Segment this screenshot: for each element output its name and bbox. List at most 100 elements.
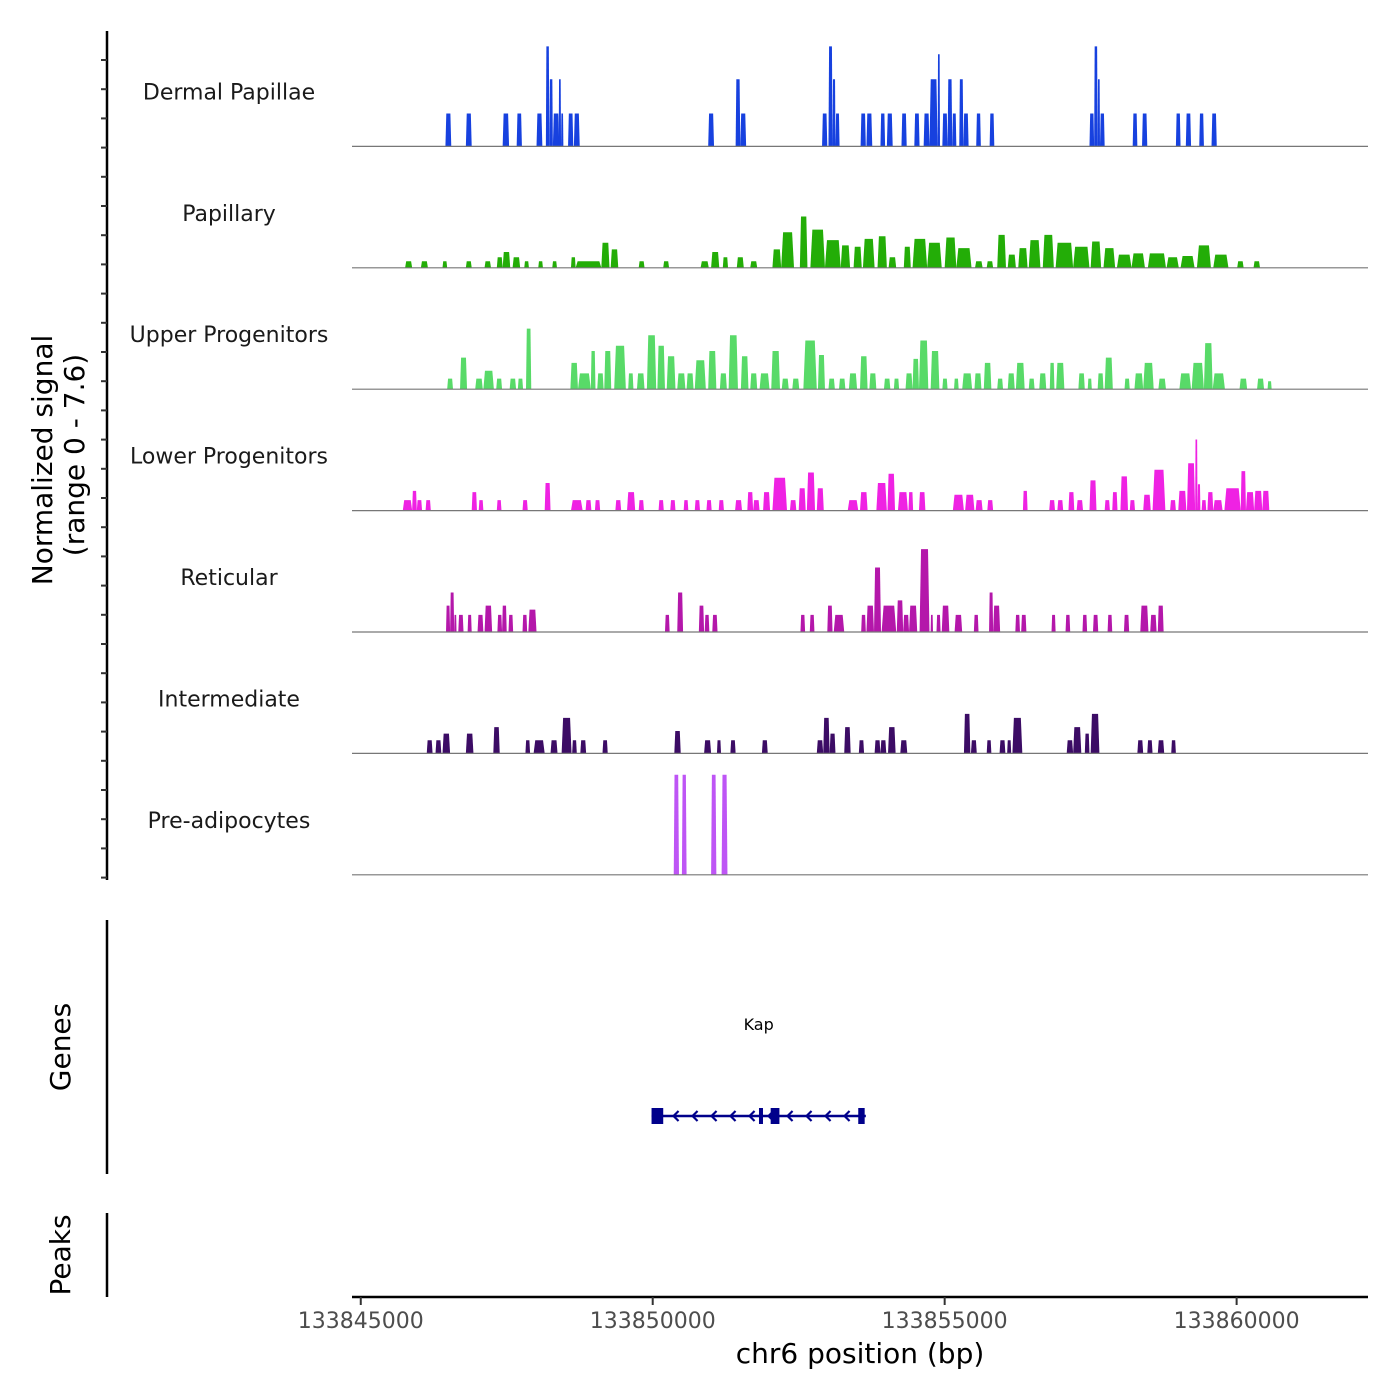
signal-peak	[493, 727, 500, 754]
signal-peak	[956, 248, 972, 268]
track-label: Reticular	[180, 566, 278, 591]
signal-peak	[886, 113, 893, 147]
signal-peak	[832, 79, 836, 147]
gene-track: Kap	[651, 1015, 866, 1124]
signal-peak	[509, 378, 517, 390]
signal-peak	[1089, 480, 1097, 511]
signal-peak	[860, 492, 868, 511]
signal-peak	[772, 477, 788, 511]
signal-peak	[445, 113, 452, 147]
signal-peak	[798, 488, 806, 511]
signal-peak	[965, 494, 975, 511]
signal-peak	[1143, 362, 1154, 390]
signal-peak	[1129, 500, 1136, 511]
signal-peak	[848, 373, 858, 390]
signal-peak	[536, 113, 543, 147]
signal-peak	[1152, 469, 1166, 511]
signal-peak	[538, 261, 543, 268]
signal-peak	[670, 500, 676, 511]
signal-peak	[1140, 605, 1149, 632]
signal-peak	[1068, 492, 1075, 511]
signal-peak	[959, 79, 964, 147]
signal-peak	[1197, 484, 1201, 511]
signal-peak	[970, 740, 977, 754]
signal-peak	[706, 500, 712, 511]
signal-peak	[866, 113, 873, 147]
signal-peak	[1137, 740, 1144, 754]
signal-peak	[828, 46, 833, 147]
signal-peak	[829, 733, 836, 754]
signal-peak	[1065, 614, 1071, 632]
signal-peak	[1257, 378, 1265, 390]
x-tick-label: 133860000	[1174, 1309, 1300, 1334]
x-axis-title: chr6 position (bp)	[736, 1337, 985, 1370]
signal-peak	[803, 340, 817, 390]
signal-peak	[722, 257, 729, 268]
signal-peak	[700, 261, 709, 268]
signal-peak	[721, 774, 728, 875]
gene-exon	[758, 1108, 763, 1124]
signal-peak	[533, 740, 545, 754]
y-axis-title-line1: Normalized signal	[26, 335, 59, 586]
signal-peak	[552, 261, 557, 268]
signal-peak	[604, 351, 612, 390]
signal-peak	[711, 252, 720, 268]
signal-peak	[763, 492, 771, 511]
signal-peak	[905, 373, 913, 390]
signal-peak	[828, 378, 835, 390]
signal-peak	[781, 232, 795, 268]
signal-peak	[954, 378, 959, 390]
signal-peak	[840, 245, 851, 268]
strand-arrow	[842, 1110, 851, 1122]
signal-peak	[465, 733, 474, 754]
signal-peak	[1150, 614, 1157, 632]
signal-peak	[973, 614, 979, 632]
signal-peak	[997, 378, 1004, 390]
signal-peak	[1049, 500, 1056, 511]
signal-peak	[918, 492, 926, 511]
signal-peak	[666, 356, 676, 390]
signal-peak	[1056, 362, 1065, 390]
x-axis-ticks: 133845000 133850000 133855000 133860000	[298, 1297, 1300, 1334]
signal-peak	[1028, 240, 1041, 268]
signal-peak	[465, 113, 472, 147]
signal-peak	[888, 727, 896, 754]
signal-peak	[522, 500, 528, 511]
signal-peak	[753, 500, 760, 511]
signal-peak	[1078, 373, 1085, 390]
signal-peak	[740, 113, 747, 147]
signal-peak	[1240, 471, 1246, 511]
gene-model[interactable]: Kap	[651, 1015, 866, 1124]
signal-peak	[674, 731, 681, 754]
signal-peak	[1097, 373, 1104, 390]
signal-peak	[963, 113, 969, 147]
signal-peak	[458, 614, 464, 632]
signal-peak	[1143, 494, 1151, 511]
signal-peak	[570, 257, 576, 268]
signal-peak	[1134, 373, 1144, 390]
signal-peak	[677, 592, 684, 632]
signal-peak	[568, 113, 574, 147]
signal-peak	[512, 257, 521, 268]
signal-peak	[963, 713, 971, 754]
signal-peak	[544, 482, 551, 511]
signal-peak	[941, 605, 950, 632]
signal-peak	[446, 605, 451, 632]
signal-peak	[471, 492, 477, 511]
signal-peak	[1015, 614, 1020, 632]
signal-peak	[1196, 245, 1211, 268]
signal-peak	[1166, 257, 1179, 268]
signal-peak	[1092, 614, 1099, 632]
signal-peak	[1207, 492, 1214, 511]
signal-peak	[1213, 500, 1223, 511]
signal-peak	[525, 740, 531, 754]
signal-peak	[944, 237, 957, 268]
signal-peak	[860, 356, 868, 390]
signal-peak	[999, 740, 1006, 754]
signal-peak	[502, 113, 510, 147]
signal-peak	[1157, 605, 1164, 632]
signal-peak	[698, 605, 705, 632]
gene-exon	[651, 1108, 664, 1124]
signal-peak	[570, 362, 578, 390]
signal-peak	[1090, 241, 1102, 268]
